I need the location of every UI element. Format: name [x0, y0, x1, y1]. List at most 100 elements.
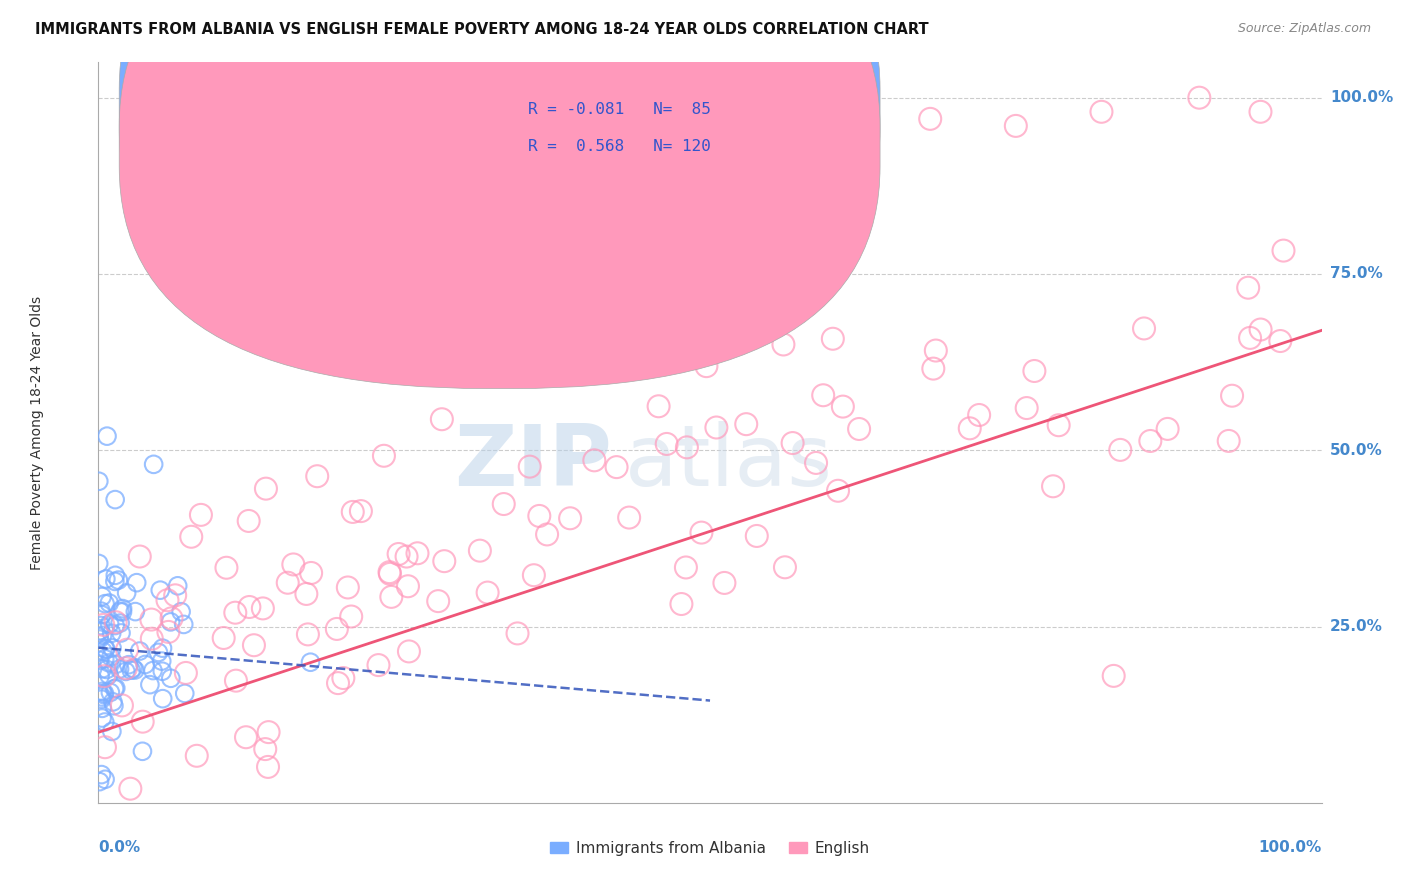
Point: [103, 698, 125, 713]
Point: [831, 400, 853, 414]
Point: [89, 669, 111, 683]
Point: [671, 597, 693, 611]
Point: [150, 654, 173, 668]
Text: 0.0%: 0.0%: [98, 840, 141, 855]
Point: [1249, 104, 1271, 119]
Point: [378, 565, 401, 579]
Point: [529, 508, 551, 523]
Point: [166, 579, 188, 593]
Point: [101, 695, 124, 709]
Point: [134, 657, 156, 672]
Point: [430, 412, 453, 426]
Point: [430, 288, 453, 302]
Point: [690, 525, 713, 540]
Point: [124, 663, 146, 677]
Point: [104, 681, 127, 695]
Point: [477, 585, 499, 599]
Point: [235, 730, 257, 744]
Point: [170, 605, 193, 619]
Point: [94, 572, 117, 586]
Point: [1218, 434, 1240, 448]
Point: [254, 742, 277, 756]
Point: [515, 260, 537, 274]
Point: [128, 644, 150, 658]
Point: [1139, 434, 1161, 448]
Point: [104, 568, 127, 582]
Point: [94, 597, 117, 611]
Point: [1272, 244, 1295, 258]
Point: [827, 483, 849, 498]
Point: [98, 685, 121, 699]
Point: [967, 408, 990, 422]
Point: [94, 641, 117, 656]
FancyBboxPatch shape: [120, 0, 880, 351]
Point: [252, 601, 274, 615]
Point: [257, 760, 280, 774]
Point: [277, 575, 299, 590]
Point: [98, 616, 121, 631]
Point: [735, 417, 758, 432]
Point: [1109, 442, 1132, 457]
Point: [107, 573, 129, 587]
Point: [91, 711, 114, 725]
Point: [920, 112, 942, 126]
Point: [89, 624, 111, 638]
Text: Source: ZipAtlas.com: Source: ZipAtlas.com: [1237, 22, 1371, 36]
Point: [254, 482, 277, 496]
Point: [91, 618, 114, 632]
Point: [367, 658, 389, 673]
Point: [1004, 119, 1026, 133]
Point: [212, 631, 235, 645]
Point: [141, 613, 163, 627]
Point: [120, 663, 142, 677]
Point: [238, 514, 260, 528]
Point: [433, 554, 456, 568]
Point: [96, 429, 118, 443]
Point: [108, 616, 131, 631]
Point: [606, 460, 628, 475]
Point: [238, 599, 260, 614]
Point: [94, 642, 117, 657]
Point: [1024, 364, 1046, 378]
Text: ZIP: ZIP: [454, 421, 612, 504]
Point: [378, 566, 401, 581]
Point: [1250, 322, 1272, 336]
Point: [340, 609, 363, 624]
Point: [1156, 422, 1178, 436]
Point: [91, 590, 114, 604]
Point: [156, 593, 179, 607]
Point: [536, 527, 558, 541]
Point: [125, 575, 148, 590]
Point: [395, 549, 418, 564]
Point: [617, 510, 640, 524]
Point: [152, 691, 174, 706]
Point: [224, 606, 246, 620]
Point: [139, 678, 162, 692]
Point: [142, 664, 165, 678]
Point: [87, 630, 110, 644]
Point: [558, 511, 581, 525]
Point: [675, 560, 697, 574]
Text: IMMIGRANTS FROM ALBANIA VS ENGLISH FEMALE POVERTY AMONG 18-24 YEAR OLDS CORRELAT: IMMIGRANTS FROM ALBANIA VS ENGLISH FEMAL…: [35, 22, 929, 37]
Point: [492, 497, 515, 511]
Point: [848, 422, 870, 436]
Point: [94, 651, 117, 665]
Point: [1237, 281, 1260, 295]
Point: [89, 653, 111, 667]
Point: [332, 671, 354, 685]
Point: [342, 505, 364, 519]
Point: [165, 588, 187, 602]
Point: [131, 714, 153, 729]
Point: [157, 624, 180, 639]
Text: R =  0.568   N= 120: R = 0.568 N= 120: [527, 138, 710, 153]
Point: [283, 558, 305, 572]
Point: [142, 458, 165, 472]
Point: [100, 626, 122, 640]
Point: [1047, 418, 1070, 433]
Point: [114, 665, 136, 679]
Point: [97, 668, 120, 682]
Point: [350, 504, 373, 518]
Point: [104, 574, 127, 589]
FancyBboxPatch shape: [120, 0, 880, 389]
Point: [110, 626, 132, 640]
